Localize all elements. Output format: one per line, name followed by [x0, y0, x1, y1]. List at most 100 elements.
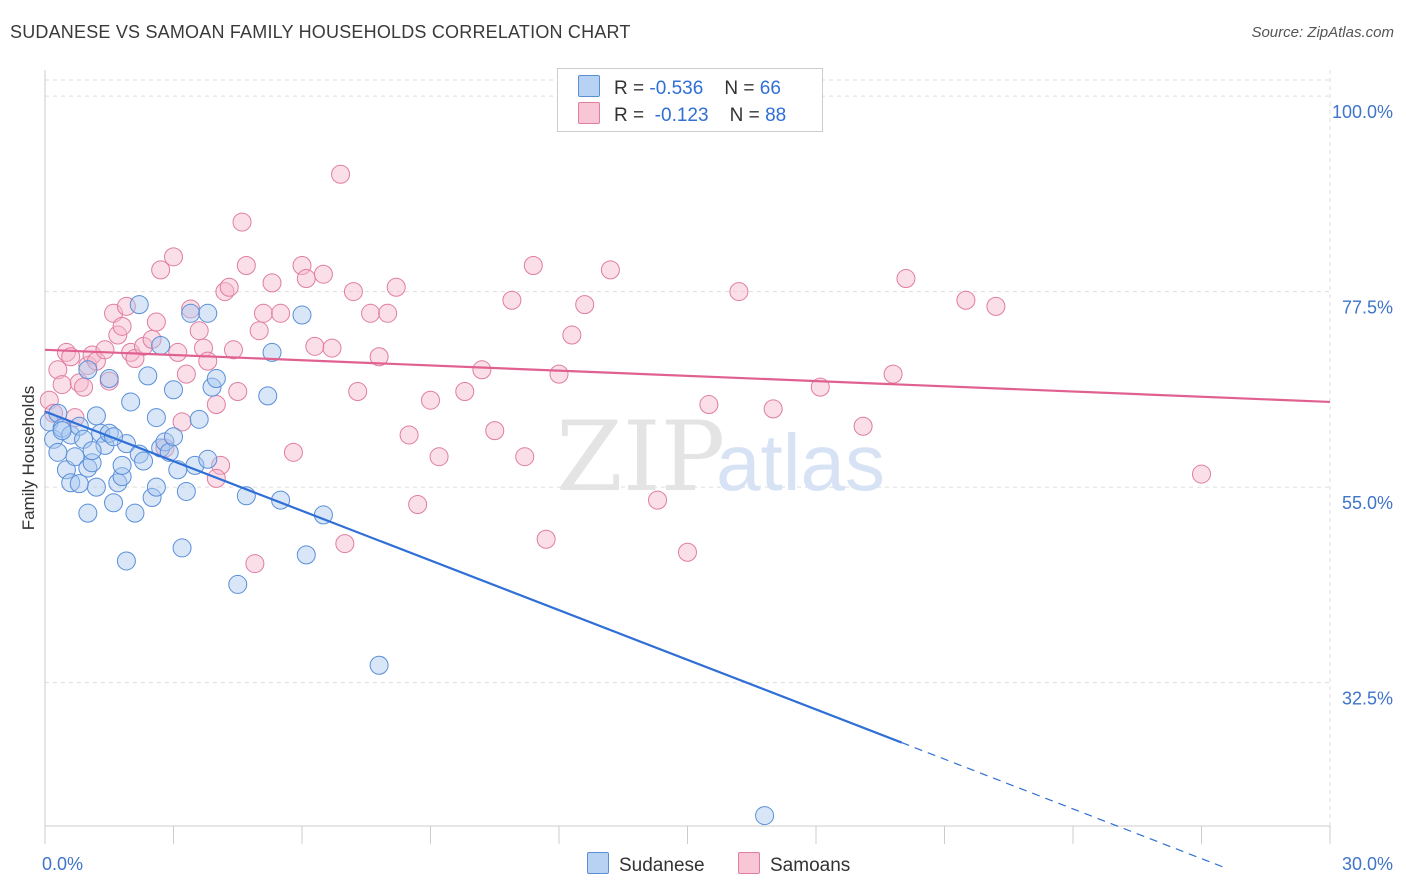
samoans-point: [810, 377, 830, 397]
samoans-point: [296, 269, 316, 289]
sudanese-point: [228, 574, 248, 594]
sudanese-trend-extension: [901, 742, 1228, 870]
legend-r-label: R =: [614, 105, 645, 126]
sudanese-point: [146, 477, 166, 497]
samoans-point: [112, 316, 132, 336]
samoans-point: [678, 542, 697, 562]
samoans-point: [896, 269, 916, 289]
samoans-point: [378, 303, 398, 323]
samoans-point: [245, 554, 265, 574]
samoans-point: [763, 399, 783, 419]
samoans-point: [151, 260, 171, 280]
samoans-point: [146, 312, 166, 332]
samoans-point: [206, 395, 226, 415]
sudanese-point: [48, 442, 68, 462]
samoans-trend-line: [44, 348, 1331, 404]
samoans-point: [536, 529, 556, 549]
sudanese-point: [134, 451, 154, 471]
sudanese-point: [151, 335, 171, 355]
samoans-point: [52, 375, 72, 395]
samoans-point: [986, 296, 1006, 316]
samoans-point: [249, 321, 269, 341]
samoans-point: [853, 416, 873, 436]
sudanese-point: [262, 342, 282, 362]
sudanese-point: [142, 488, 162, 508]
samoans-point: [253, 303, 273, 323]
sudanese-trend-line: [44, 410, 903, 744]
sudanese-point: [86, 406, 106, 426]
sudanese-point: [258, 386, 278, 406]
samoans-point: [228, 382, 248, 402]
legend-n-value: 66: [759, 78, 781, 99]
samoans-point: [313, 264, 333, 284]
samoans-point: [61, 347, 81, 367]
sudanese-point: [296, 545, 316, 565]
samoans-point: [305, 336, 325, 356]
samoans-point: [189, 321, 209, 341]
samoans-point: [429, 447, 449, 467]
samoans-point: [331, 164, 351, 184]
samoans-point: [883, 364, 903, 384]
samoans-swatch: [578, 102, 600, 124]
sudanese-point: [112, 455, 132, 475]
watermark-zip: ZIP: [556, 401, 725, 513]
sudanese-point: [164, 427, 183, 447]
samoans-point: [408, 494, 428, 514]
samoans-point: [44, 403, 64, 423]
bottom-legend-sudanese: Sudanese: [587, 852, 705, 877]
samoans-point: [472, 360, 492, 380]
sudanese-point: [146, 408, 166, 428]
samoans-point: [348, 382, 368, 402]
legend-row-samoans: R = -0.123 N = 88: [578, 102, 786, 128]
sudanese-point: [125, 503, 145, 523]
samoans-point: [262, 273, 282, 293]
samoans-point: [549, 364, 569, 384]
samoans-point: [48, 360, 68, 380]
sudanese-point: [104, 427, 124, 447]
sudanese-point: [116, 551, 136, 571]
samoans-point: [219, 277, 239, 297]
samoans-point: [343, 282, 363, 302]
sudanese-point: [82, 441, 102, 461]
samoans-point: [176, 364, 196, 384]
samoans-point: [455, 382, 475, 402]
x-tick-label: 30.0%: [1342, 854, 1393, 874]
sudanese-point: [292, 305, 312, 325]
sudanese-point: [112, 467, 132, 487]
stats-legend: R = -0.536 N = 66 R = -0.123 N = 88: [557, 68, 823, 132]
samoans-point: [515, 447, 535, 467]
sudanese-point: [138, 366, 158, 386]
samoans-point: [95, 340, 115, 360]
sudanese-point: [69, 474, 89, 494]
samoans-point: [729, 282, 749, 302]
axis-labels: 32.5% 55.0% 77.5% 100.0% 0.0% 30.0% Family Hou…: [19, 102, 1393, 874]
sudanese-point: [121, 392, 141, 412]
samoans-point: [283, 442, 303, 462]
sudanese-point: [164, 380, 183, 400]
samoans-point: [361, 303, 381, 323]
samoans-point: [575, 295, 595, 315]
watermark: ZIP atlas: [556, 401, 885, 513]
sudanese-point: [176, 481, 196, 501]
samoans-point: [956, 290, 976, 310]
sudanese-point: [369, 655, 389, 675]
samoans-point: [198, 351, 218, 371]
samoans-point: [236, 256, 256, 276]
sudanese-point: [202, 377, 222, 397]
samoans-swatch: [738, 852, 760, 874]
sudanese-point: [99, 368, 119, 388]
sudanese-swatch: [587, 852, 609, 874]
samoans-point: [699, 395, 719, 415]
sudanese-point: [129, 295, 149, 315]
samoans-point: [1192, 464, 1211, 484]
bottom-legend-samoans: Samoans: [738, 852, 850, 877]
source-credit: Source: ZipAtlas.com: [1251, 24, 1394, 41]
legend-n-label: N =: [724, 78, 755, 99]
sudanese-point: [104, 493, 124, 513]
trend-lines: [44, 348, 1331, 870]
legend-row-sudanese: R = -0.536 N = 66: [578, 75, 781, 101]
samoans-point: [502, 290, 522, 310]
samoans-point: [369, 347, 389, 367]
sudanese-swatch: [578, 75, 600, 97]
samoans-point: [322, 338, 342, 358]
